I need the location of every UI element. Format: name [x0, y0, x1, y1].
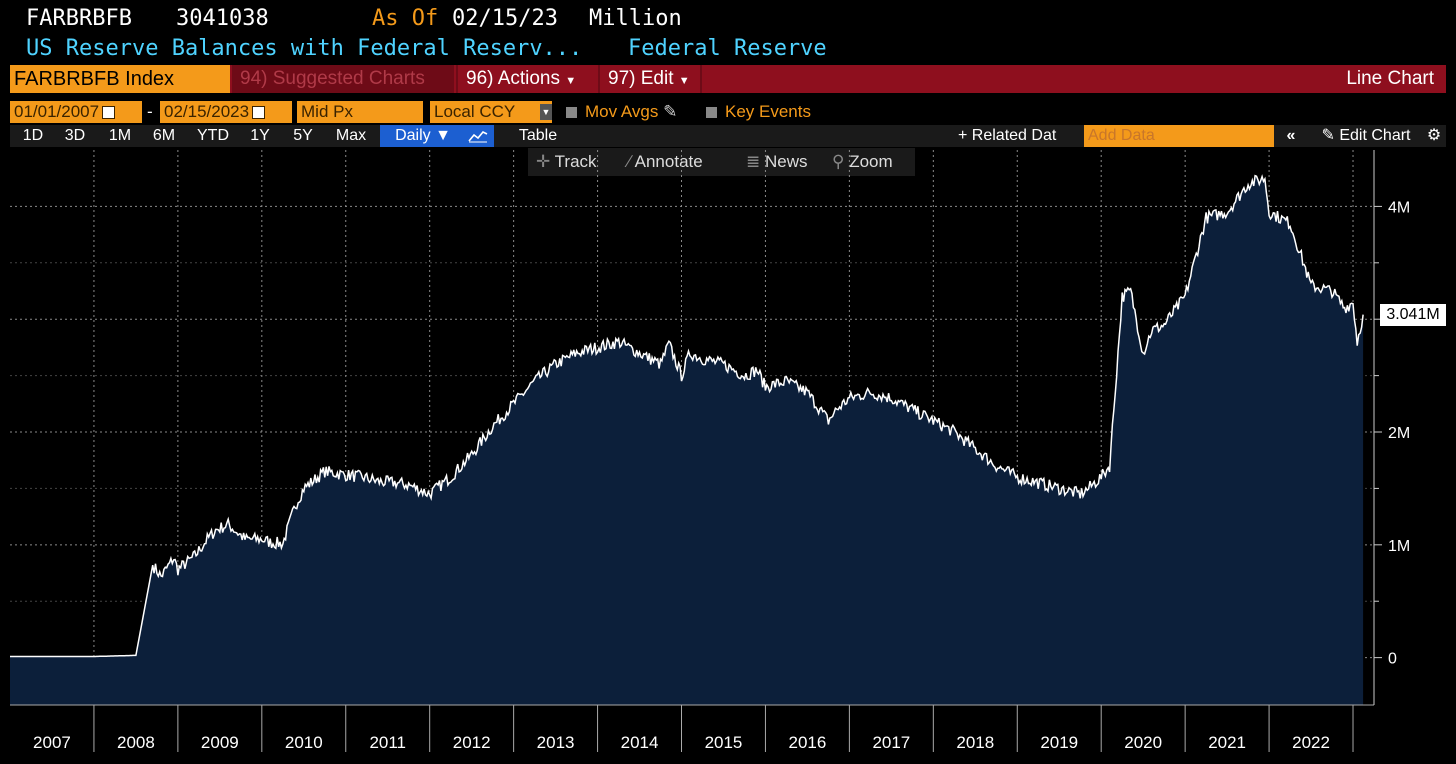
range-1d[interactable]: 1D [22, 127, 44, 144]
security-field[interactable]: FARBRBFB Index [10, 65, 230, 93]
collapse-icon[interactable]: « [1286, 127, 1296, 144]
source-label: Federal Reserve [628, 36, 827, 61]
currency-text: Local CCY [434, 102, 516, 121]
checkbox-icon[interactable] [566, 107, 577, 119]
chart-tools: ✛ Track ∕ Annotate ≣ News ⚲ Zoom [528, 148, 915, 176]
x-axis: 2007 2008 2009 2010 2011 2012 2013 2014 2015 2016… [10, 704, 1374, 752]
header-line: FARBRBFB 3041038 As Of 02/15/23 Million [26, 6, 682, 31]
add-data-input[interactable]: Add Data [1084, 125, 1274, 147]
line-chart-icon [468, 131, 488, 143]
annotate-label: Annotate [634, 152, 703, 171]
as-of-label: As Of [372, 6, 439, 31]
x-tick-label: 2009 [201, 733, 239, 752]
chart-type-label[interactable]: Line Chart [1346, 68, 1434, 89]
x-tick-label: 2008 [117, 733, 155, 752]
range-1m[interactable]: 1M [108, 127, 132, 144]
news-icon: ≣ [746, 152, 761, 171]
news-tool[interactable]: ≣ News [746, 148, 808, 176]
start-date-text: 01/01/2007 [14, 102, 100, 121]
frequency-label: Daily [395, 127, 431, 144]
calendar-icon[interactable] [252, 106, 266, 120]
actions-menu[interactable]: 96) Actions ▼ [456, 65, 596, 93]
range-ytd[interactable]: YTD [197, 127, 229, 144]
as-of-date: 02/15/23 [452, 6, 558, 31]
series-area [10, 175, 1364, 705]
x-tick-label: 2015 [705, 733, 743, 752]
edit-chart-label: Edit Chart [1339, 127, 1411, 144]
start-date-field[interactable]: 01/01/2007 [10, 101, 142, 123]
y-tick-label: 2M [1388, 425, 1410, 442]
range-6m[interactable]: 6M [152, 127, 176, 144]
actions-label: 96) Actions [466, 68, 560, 89]
description-line: US Reserve Balances with Federal Reserv.… [26, 36, 827, 61]
gear-icon[interactable]: ⚙ [1426, 127, 1442, 144]
x-tick-label: 2018 [956, 733, 994, 752]
x-tick-label: 2019 [1040, 733, 1078, 752]
edit-chart-button[interactable]: ✎ Edit Chart [1308, 125, 1424, 147]
series-line [10, 174, 1364, 658]
chevron-down-icon: ▼ [678, 75, 690, 87]
magnifier-icon: ⚲ [832, 152, 845, 171]
range-bar: 1D 3D 1M 6M YTD 1Y 5Y Max Daily ▼ Table … [10, 125, 1446, 147]
grid-lines [10, 150, 1374, 705]
date-separator: - [147, 102, 153, 121]
y-tick-label: 4M [1388, 199, 1410, 216]
x-tick-label: 2021 [1208, 733, 1246, 752]
key-events-label: Key Events [725, 102, 811, 121]
command-bar: FARBRBFB Index 94) Suggested Charts 96) … [10, 65, 1446, 93]
y-tick-label: 0 [1388, 651, 1397, 668]
y-tick-label: 1M [1388, 538, 1410, 555]
end-date-field[interactable]: 02/15/2023 [160, 101, 292, 123]
chevron-down-icon: ▼ [540, 104, 552, 120]
edit-label: 97) Edit [608, 68, 674, 89]
track-tool[interactable]: ✛ Track [536, 148, 597, 176]
suggested-charts-button[interactable]: 94) Suggested Charts [232, 65, 454, 93]
news-label: News [764, 152, 808, 171]
currency-select[interactable]: Local CCY ▼ [430, 101, 552, 123]
current-value: 3041038 [176, 6, 269, 31]
x-tick-label: 2007 [33, 733, 71, 752]
chevron-down-icon: ▼ [565, 75, 577, 87]
x-tick-label: 2016 [789, 733, 827, 752]
unit-label: Million [589, 6, 682, 31]
x-tick-label: 2011 [369, 733, 406, 752]
controls-bar: 01/01/2007 - 02/15/2023 Mid Px Local CCY… [10, 101, 1446, 123]
chart-style-button[interactable] [462, 125, 494, 147]
mov-avgs-toggle[interactable]: Mov Avgs ✎ [566, 101, 677, 123]
annotate-tool[interactable]: ∕ Annotate [628, 148, 703, 176]
zoom-tool[interactable]: ⚲ Zoom [832, 148, 893, 176]
end-date-text: 02/15/2023 [164, 102, 250, 121]
range-1y[interactable]: 1Y [250, 127, 270, 144]
chevron-down-icon: ▼ [435, 127, 451, 144]
checkbox-icon[interactable] [706, 107, 717, 119]
price-field-select[interactable]: Mid Px [297, 101, 423, 123]
ticker: FARBRBFB [26, 6, 132, 31]
track-label: Track [554, 152, 597, 171]
x-tick-label: 2014 [621, 733, 659, 752]
crosshair-icon: ✛ [536, 152, 551, 171]
x-tick-label: 2012 [453, 733, 491, 752]
x-tick-label: 2020 [1124, 733, 1162, 752]
x-tick-label: 2010 [285, 733, 323, 752]
zoom-label: Zoom [849, 152, 893, 171]
line-tool-icon: ∕ [628, 152, 631, 171]
range-max[interactable]: Max [335, 127, 367, 144]
range-5y[interactable]: 5Y [293, 127, 313, 144]
last-value-label: 3.041M [1380, 303, 1446, 326]
y-axis: 0 1M 2M 4M [1373, 150, 1410, 705]
mov-avgs-label: Mov Avgs [585, 102, 659, 121]
pencil-icon[interactable]: ✎ [663, 102, 678, 121]
related-data-button[interactable]: + Related Dat [958, 127, 1057, 144]
edit-menu[interactable]: 97) Edit ▼ [598, 65, 702, 93]
x-tick-label: 2017 [872, 733, 910, 752]
x-tick-label: 2013 [537, 733, 575, 752]
key-events-toggle[interactable]: Key Events [706, 101, 811, 123]
pencil-icon: ✎ [1321, 127, 1335, 144]
x-tick-label: 2022 [1292, 733, 1330, 752]
series-description: US Reserve Balances with Federal Reserv.… [26, 36, 583, 61]
calendar-icon[interactable] [102, 106, 116, 120]
frequency-select[interactable]: Daily ▼ [380, 125, 466, 147]
range-3d[interactable]: 3D [64, 127, 86, 144]
table-button[interactable]: Table [518, 127, 558, 144]
